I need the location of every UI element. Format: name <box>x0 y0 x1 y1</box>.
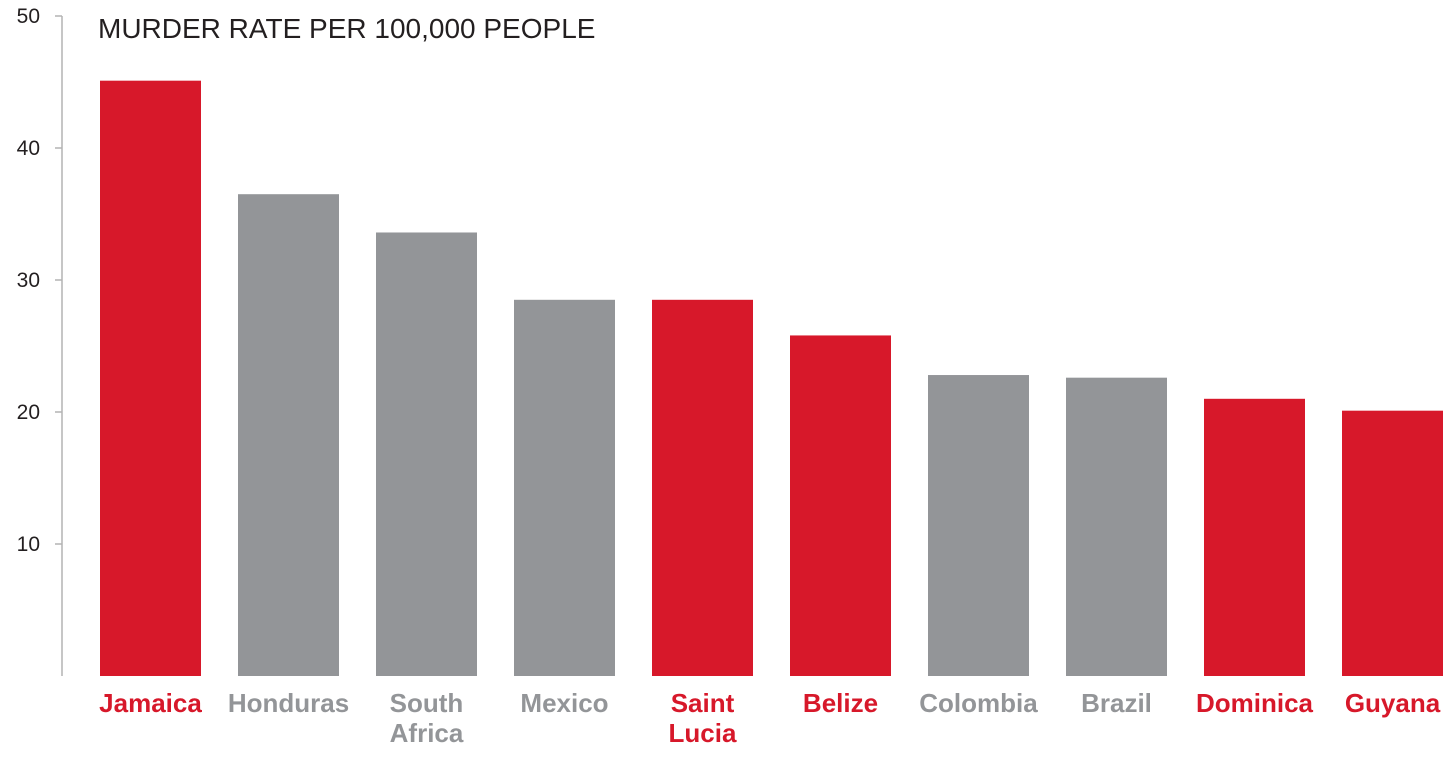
bar-guyana <box>1342 410 1443 676</box>
bar-belize <box>790 335 891 676</box>
y-tick-label: 20 <box>17 401 40 424</box>
category-label-honduras: Honduras <box>228 688 349 718</box>
category-label-mexico: Mexico <box>520 688 608 718</box>
y-tick-label: 50 <box>17 5 40 28</box>
y-tick-label: 10 <box>17 533 40 556</box>
bars <box>100 80 1443 677</box>
y-tick-label: 40 <box>17 137 40 160</box>
bar-mexico <box>514 299 615 676</box>
category-labels: Jamaica Honduras South Africa Mexico Saint Luc… <box>99 688 1441 748</box>
bar-honduras <box>238 194 339 676</box>
bar-south-africa <box>376 232 477 677</box>
bar-brazil <box>1066 377 1167 676</box>
category-label-south-africa: South Africa <box>390 688 464 748</box>
category-label-guyana: Guyana <box>1345 688 1441 718</box>
category-label-colombia: Colombia <box>919 688 1038 718</box>
chart-title: MURDER RATE PER 100,000 PEOPLE <box>98 13 595 44</box>
y-tick-label: 30 <box>17 269 40 292</box>
category-label-dominica: Dominica <box>1196 688 1314 718</box>
bar-dominica <box>1204 398 1305 676</box>
category-label-saint-lucia: Saint Lucia <box>669 688 737 748</box>
bar-jamaica <box>100 80 201 677</box>
y-axis-ticks: 10 20 30 40 50 <box>17 5 62 556</box>
bar-colombia <box>928 375 1029 676</box>
category-label-belize: Belize <box>803 688 878 718</box>
category-label-jamaica: Jamaica <box>99 688 202 718</box>
bar-saint-lucia <box>652 299 753 676</box>
category-label-brazil: Brazil <box>1081 688 1152 718</box>
